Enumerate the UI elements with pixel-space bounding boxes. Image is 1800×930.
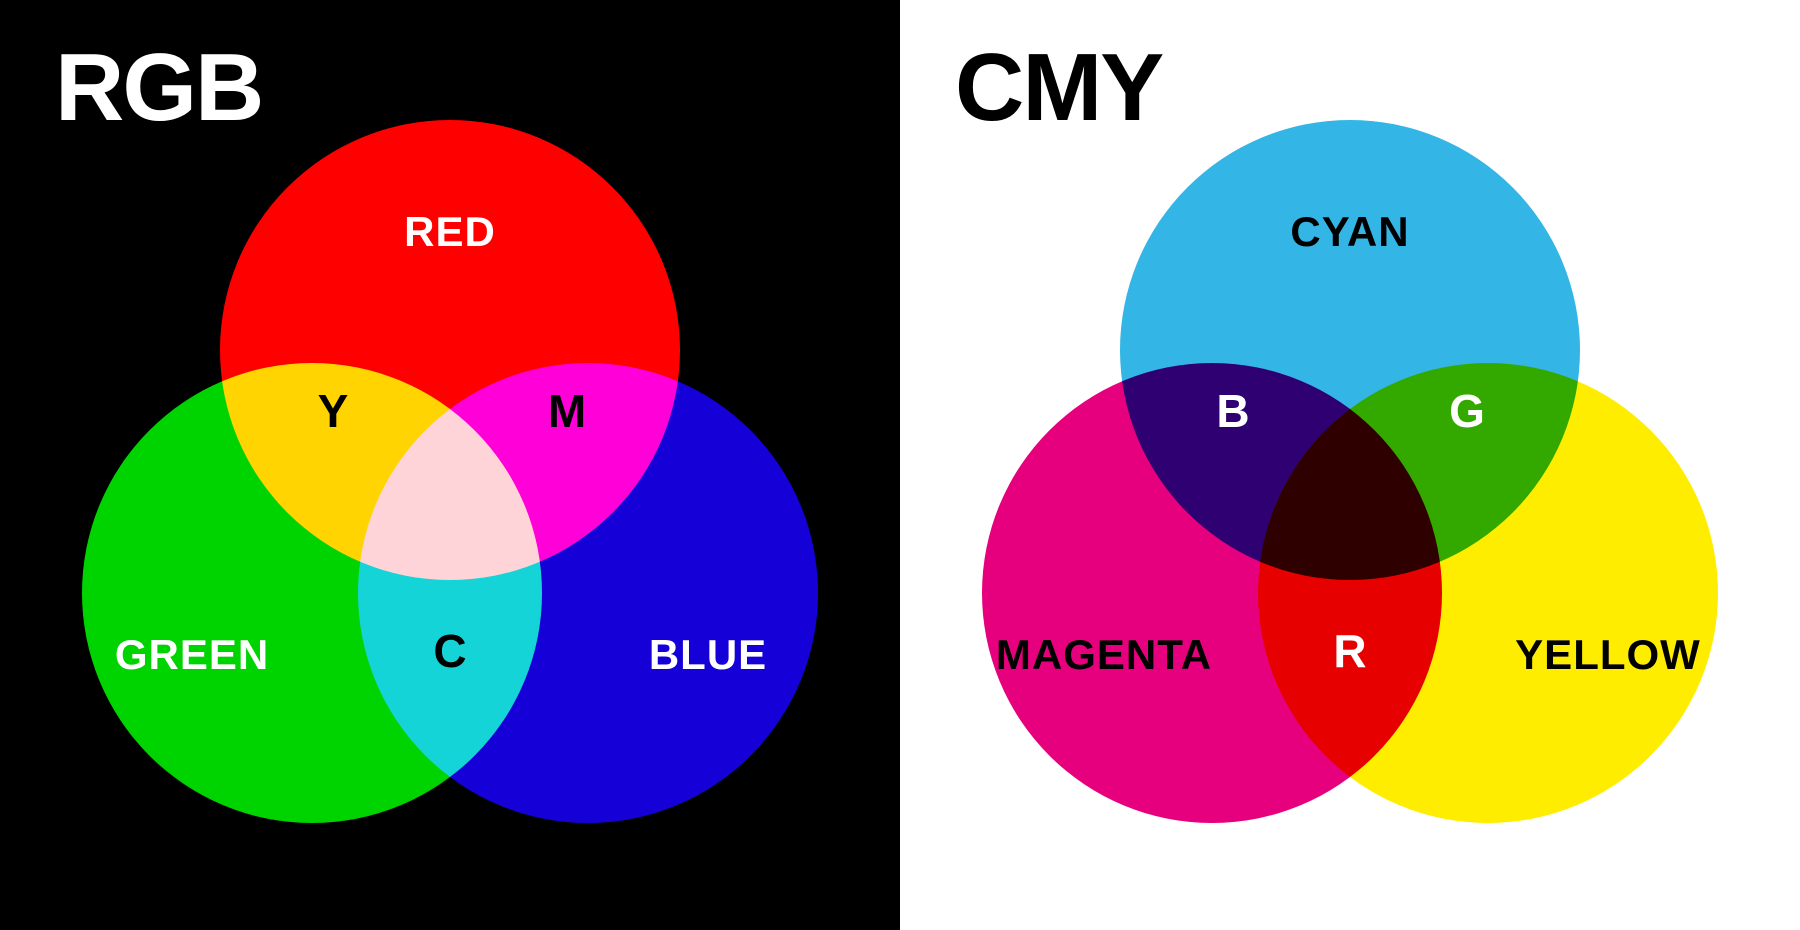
left-circle-right <box>358 363 818 823</box>
diagram-container: RGB REDGREENBLUEYMC CMY CYANMAGENTAYELLO… <box>0 0 1800 930</box>
cmy-title: CMY <box>955 40 1162 136</box>
right-intersection-top-right: G <box>1449 385 1485 437</box>
left-label-right: BLUE <box>649 631 767 678</box>
left-intersection-top-right: M <box>548 385 586 437</box>
rgb-panel: RGB RED GREEN BLUE Y M C <box>0 0 900 930</box>
right-label-right: YELLOW <box>1515 631 1701 678</box>
left-label-left: GREEN <box>115 631 269 678</box>
left-label-top: RED <box>404 208 496 255</box>
left-intersection-top-left: Y <box>318 385 349 437</box>
cmy-panel: CMY CYAN MAGENTA YELLOW B G R <box>900 0 1800 930</box>
right-circle-right <box>1258 363 1718 823</box>
left-intersection-left-right: C <box>433 625 466 677</box>
right-label-left: MAGENTA <box>996 631 1212 678</box>
right-label-top: CYAN <box>1290 208 1409 255</box>
right-intersection-top-left: B <box>1216 385 1249 437</box>
rgb-title: RGB <box>55 40 262 136</box>
right-intersection-left-right: R <box>1333 625 1366 677</box>
